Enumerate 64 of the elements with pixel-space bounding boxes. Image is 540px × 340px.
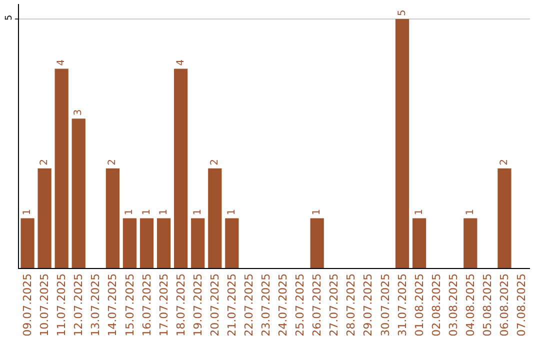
data-label: 1 xyxy=(226,208,238,216)
bar xyxy=(38,168,52,268)
data-label: 1 xyxy=(158,208,170,216)
x-tick-label: 19.07.2025 xyxy=(191,273,204,336)
x-tick-label: 16.07.2025 xyxy=(140,273,154,336)
bar xyxy=(412,218,426,268)
x-tick-label: 28.07.2025 xyxy=(344,273,358,336)
x-tick-label: 17.07.2025 xyxy=(157,273,170,336)
x-tick-label: 24.07.2025 xyxy=(276,273,290,336)
data-label: 1 xyxy=(312,208,323,216)
x-tick-label: 04.08.2025 xyxy=(464,273,477,336)
data-label: 2 xyxy=(39,159,50,166)
bar xyxy=(156,218,171,268)
data-label: 1 xyxy=(22,208,34,216)
x-tick-label: 29.07.2025 xyxy=(362,273,375,336)
bar xyxy=(54,68,68,268)
x-tick-label: 11.07.2025 xyxy=(55,273,68,336)
data-label: 4 xyxy=(56,59,68,66)
x-tick-label: 09.07.2025 xyxy=(21,273,34,336)
x-tick-label: 12.07.2025 xyxy=(72,273,86,336)
data-label: 1 xyxy=(124,208,136,216)
bar xyxy=(225,218,239,268)
x-tick-label: 06.08.2025 xyxy=(498,273,512,336)
x-tick-label: 31.07.2025 xyxy=(396,273,409,336)
data-label: 1 xyxy=(414,208,425,216)
x-tick-label: 10.07.2025 xyxy=(38,273,52,336)
data-label: 2 xyxy=(498,159,510,166)
data-label: 1 xyxy=(192,208,204,216)
x-tick-label: 18.07.2025 xyxy=(174,273,188,336)
data-label: 2 xyxy=(209,159,220,166)
data-label: 1 xyxy=(141,208,152,216)
bar xyxy=(72,118,86,268)
x-tick-label: 01.08.2025 xyxy=(412,273,426,336)
bar xyxy=(498,168,512,268)
bar xyxy=(208,168,222,268)
bar xyxy=(464,218,478,268)
bar xyxy=(310,218,324,268)
x-tick-label: 30.07.2025 xyxy=(378,273,392,336)
x-tick-label: 07.08.2025 xyxy=(515,273,528,336)
x-tick-label: 27.07.2025 xyxy=(328,273,341,336)
x-tick-label: 21.07.2025 xyxy=(225,273,238,336)
x-tick-label: 03.08.2025 xyxy=(446,273,460,336)
x-tick-label: 15.07.2025 xyxy=(123,273,136,336)
x-tick-label: 26.07.2025 xyxy=(310,273,324,336)
bar xyxy=(122,218,137,268)
data-label: 5 xyxy=(396,10,408,16)
x-tick-label: 25.07.2025 xyxy=(294,273,307,336)
x-tick-label: 02.08.2025 xyxy=(430,273,443,336)
data-label: 2 xyxy=(107,159,118,166)
x-tick-label: 05.08.2025 xyxy=(480,273,494,336)
bar xyxy=(174,68,188,268)
bar xyxy=(20,218,34,268)
x-tick-label: 13.07.2025 xyxy=(89,273,102,336)
x-tick-label: 22.07.2025 xyxy=(242,273,256,336)
bar xyxy=(106,168,120,268)
data-label: 3 xyxy=(73,109,84,116)
bar xyxy=(191,218,205,268)
data-label: 4 xyxy=(175,59,186,66)
bar xyxy=(140,218,154,268)
x-tick-label: 23.07.2025 xyxy=(260,273,273,336)
data-label: 1 xyxy=(464,208,476,216)
x-tick-label: 20.07.2025 xyxy=(208,273,222,336)
bar xyxy=(395,18,410,268)
x-tick-label: 14.07.2025 xyxy=(106,273,120,336)
